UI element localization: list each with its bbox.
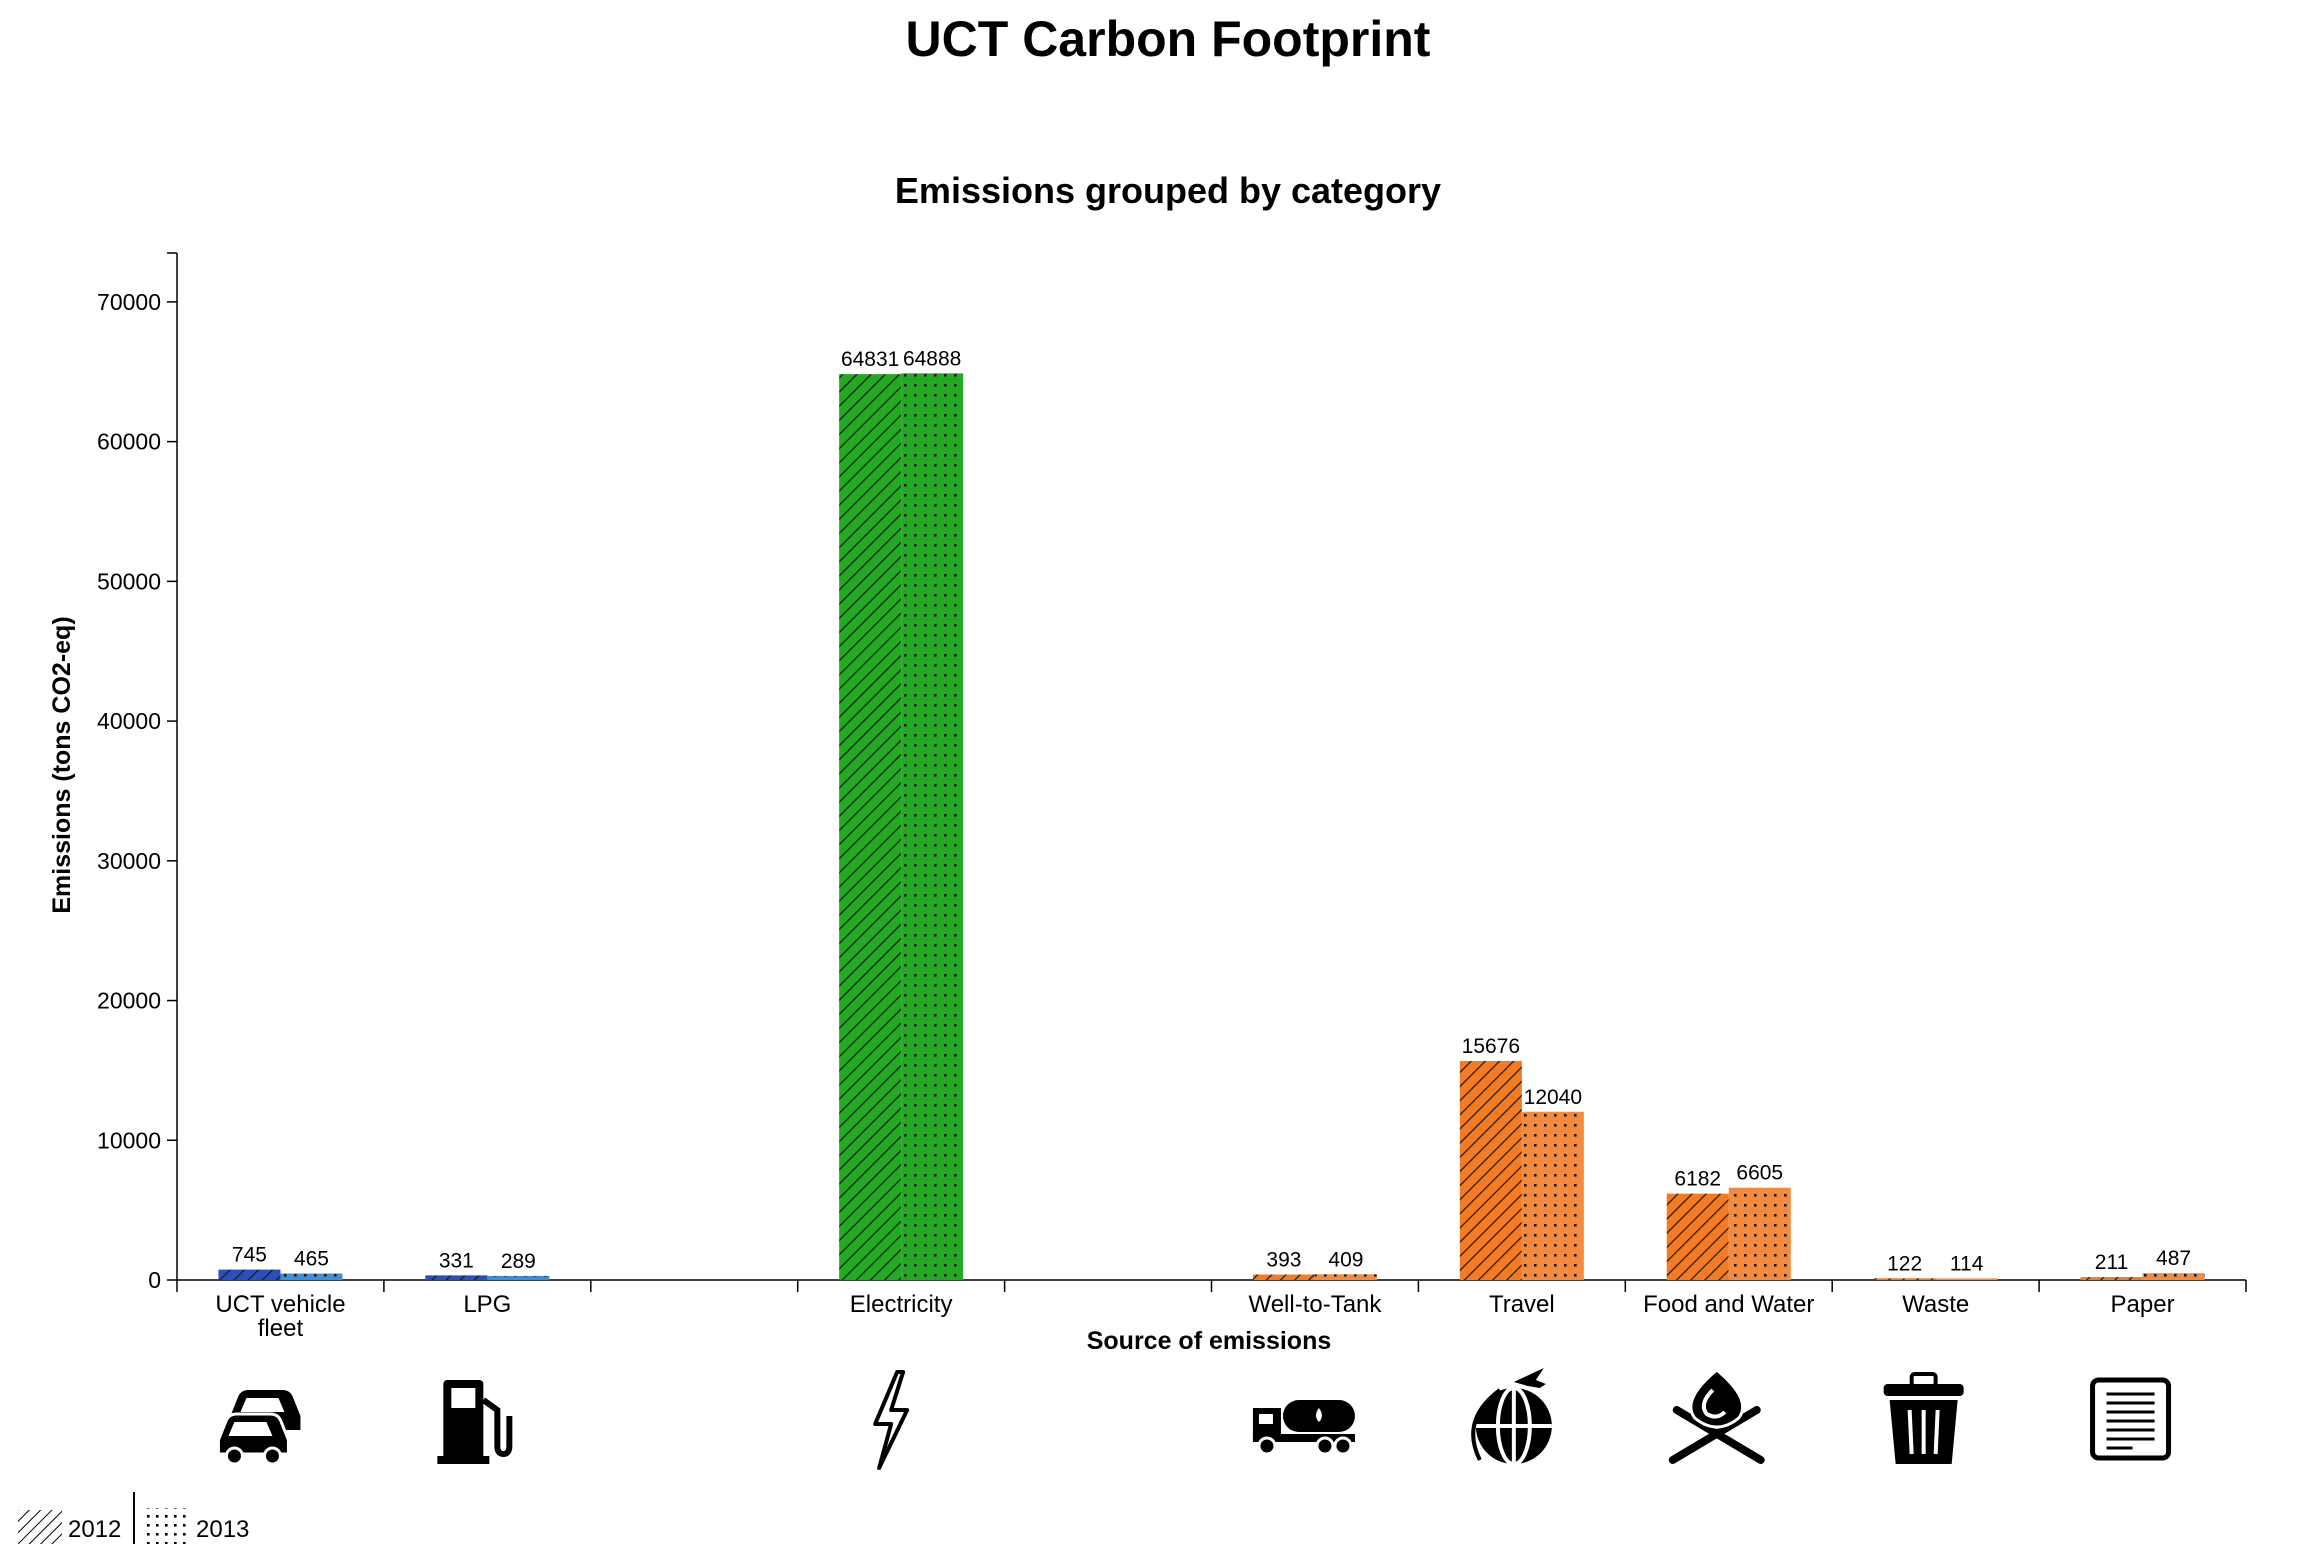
bar-electricity-2013 [901, 373, 964, 1281]
data-label: 289 [501, 1250, 536, 1273]
x-tick-label: fleet [258, 1315, 304, 1342]
x-tick-label: Waste [1902, 1291, 1969, 1318]
data-label: 465 [294, 1248, 329, 1271]
y-tick-label: 0 [148, 1267, 161, 1293]
y-axis-title: Emissions (tons CO2-eq) [48, 616, 76, 913]
x-tick-label: LPG [463, 1291, 511, 1318]
y-tick-label: 40000 [97, 708, 161, 734]
bar-uct-vehicle-fleet-2012 [218, 1269, 281, 1280]
bars [218, 373, 2205, 1281]
x-tick-label: Electricity [850, 1291, 953, 1318]
bar-lpg-2013 [487, 1275, 550, 1280]
bar-lpg-2012 [425, 1275, 488, 1280]
globe-plane-icon [1471, 1368, 1552, 1466]
bar-electricity-2012 [839, 374, 902, 1280]
data-label: 64831 [841, 348, 899, 371]
data-label: 745 [232, 1244, 267, 1267]
bar-travel-2013 [1521, 1111, 1584, 1280]
legend: 2012 2013 [18, 1492, 249, 1548]
data-label: 409 [1328, 1248, 1363, 1271]
x-tick-label: Paper [2111, 1291, 2175, 1318]
x-axis-title: Source of emissions [1087, 1327, 1332, 1355]
page-title: UCT Carbon Footprint [906, 11, 1431, 67]
y-tick-label: 20000 [97, 988, 161, 1014]
y-tick-label: 30000 [97, 848, 161, 874]
trash-icon [1883, 1372, 1964, 1464]
data-label: 122 [1887, 1252, 1922, 1275]
data-label: 487 [2156, 1247, 2191, 1270]
chart-title: Emissions grouped by category [895, 170, 1441, 211]
x-tick-label: Food and Water [1643, 1291, 1814, 1318]
bar-well-to-tank-2012 [1252, 1274, 1315, 1280]
data-label: 6605 [1736, 1162, 1783, 1185]
y-tick-label: 10000 [97, 1127, 161, 1153]
bar-uct-vehicle-fleet-2013 [280, 1273, 343, 1280]
food-water-icon [1668, 1368, 1765, 1464]
lightning-icon [873, 1370, 910, 1470]
fuel-pump-icon [437, 1380, 513, 1464]
paper-icon [2090, 1377, 2172, 1461]
data-labels: 745 465 331 289 64831 64888 393 409 15676 12040 61… [232, 347, 2191, 1275]
legend-swatch-2012 [18, 1510, 62, 1548]
y-axis: 0 10000 20000 30000 40000 50000 60000 70000 [97, 252, 178, 1293]
category-icons [216, 1368, 2172, 1470]
data-label: 6182 [1674, 1168, 1721, 1191]
legend-label-2012: 2012 [68, 1516, 121, 1543]
bar-food-and-water-2012 [1666, 1193, 1729, 1280]
bar-waste-2013 [1935, 1278, 1998, 1280]
cars-icon [216, 1390, 301, 1466]
data-label: 211 [2095, 1251, 2128, 1274]
y-tick-label: 60000 [97, 429, 161, 455]
bar-well-to-tank-2013 [1314, 1274, 1377, 1280]
bar-paper-2012 [2080, 1277, 2143, 1280]
legend-swatch-2013 [146, 1508, 188, 1546]
data-label: 393 [1266, 1249, 1301, 1272]
data-label: 114 [1950, 1252, 1984, 1275]
x-tick-label: Travel [1489, 1291, 1555, 1318]
legend-label-2013: 2013 [196, 1516, 249, 1543]
tanker-truck-icon [1252, 1400, 1355, 1456]
data-label: 331 [439, 1249, 474, 1272]
bar-waste-2012 [1873, 1278, 1936, 1280]
bar-food-and-water-2013 [1728, 1187, 1791, 1280]
data-label: 15676 [1462, 1035, 1520, 1058]
data-label: 12040 [1524, 1086, 1582, 1109]
bar-paper-2013 [2142, 1273, 2205, 1280]
y-tick-label: 50000 [97, 568, 161, 594]
x-tick-label: UCT vehicle [215, 1291, 345, 1318]
y-tick-label: 70000 [97, 289, 161, 315]
data-label: 64888 [903, 347, 961, 370]
bar-travel-2012 [1459, 1060, 1522, 1280]
x-tick-label: Well-to-Tank [1248, 1291, 1382, 1318]
